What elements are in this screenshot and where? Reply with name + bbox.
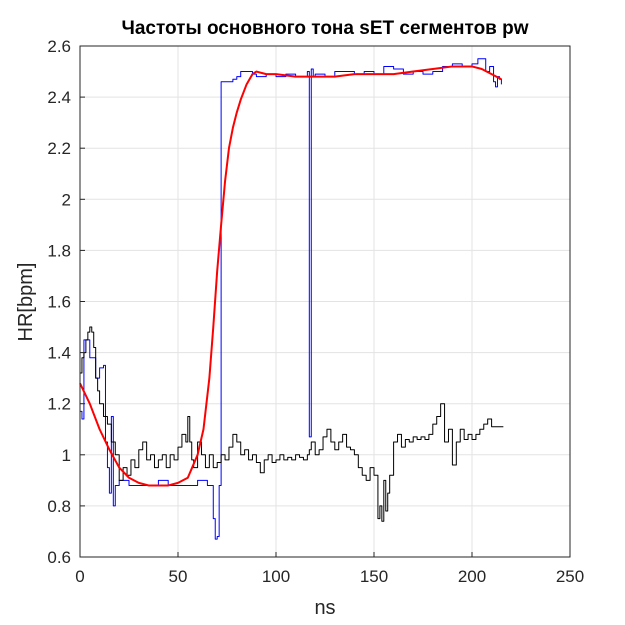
x-tick-label: 250 xyxy=(556,567,584,586)
tick-labels: 0 50 100 150 200 250 0.6 0.8 1 1.2 1.4 1.6 1.8 2 2.2 2.… xyxy=(47,37,584,586)
y-tick-label: 0.6 xyxy=(47,548,71,567)
y-tick-label: 2.6 xyxy=(47,37,71,56)
x-axis-label: ns xyxy=(314,597,335,619)
y-tick-label: 2.2 xyxy=(47,139,71,158)
y-tick-label: 0.8 xyxy=(47,497,71,516)
y-tick-label: 2.4 xyxy=(47,88,71,107)
x-tick-label: 50 xyxy=(169,567,188,586)
grid xyxy=(79,45,571,558)
plot-frame xyxy=(79,45,571,558)
y-tick-label: 1 xyxy=(62,446,71,465)
y-tick-label: 1.4 xyxy=(47,344,71,363)
series-line-3 xyxy=(79,65,502,487)
x-tick-label: 200 xyxy=(458,567,486,586)
series-line-1 xyxy=(80,58,502,540)
x-tick-label: 100 xyxy=(262,567,290,586)
series-layer xyxy=(79,58,504,540)
y-tick-label: 1.8 xyxy=(47,241,71,260)
y-tick-label: 1.6 xyxy=(47,293,71,312)
y-tick-label: 1.2 xyxy=(47,395,71,414)
x-tick-label: 0 xyxy=(75,567,84,586)
y-axis-label: HR[bpm] xyxy=(15,263,37,342)
y-tick-label: 2 xyxy=(62,190,71,209)
axes xyxy=(79,45,571,558)
x-tick-label: 150 xyxy=(360,567,388,586)
chart-title: Частоты основного тона sET сегментов pw xyxy=(121,18,528,39)
series-line-2 xyxy=(80,326,504,522)
